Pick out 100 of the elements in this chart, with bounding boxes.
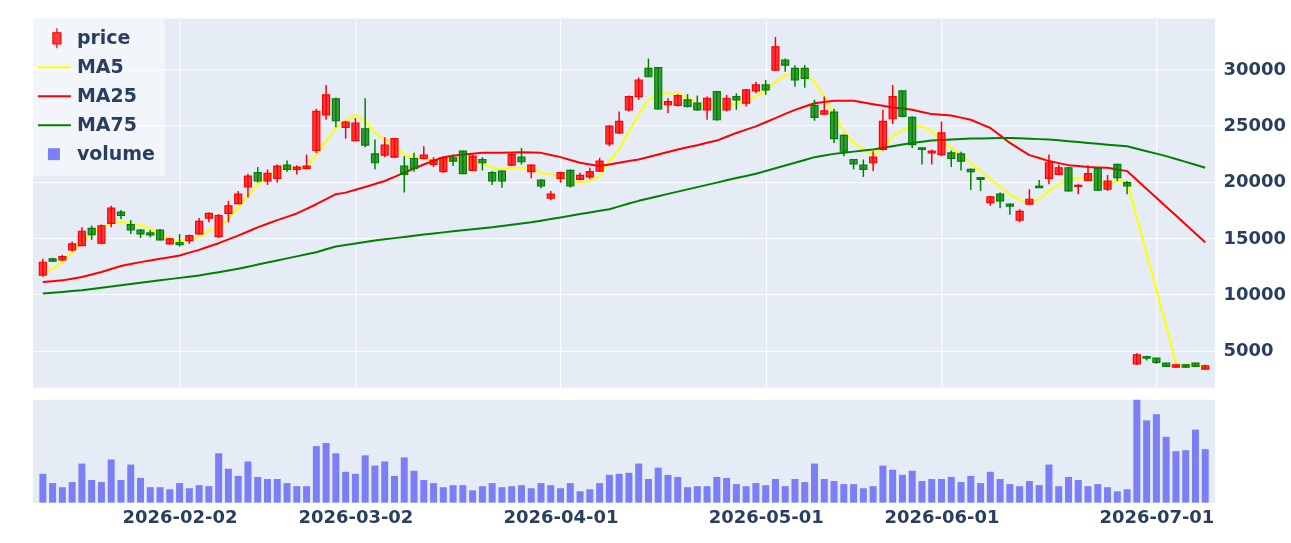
bar (224, 468, 232, 503)
candlestick (458, 149, 467, 175)
candlestick (634, 76, 643, 101)
bar (928, 478, 936, 503)
bar (625, 472, 633, 503)
bar (576, 491, 584, 503)
candlestick (409, 152, 419, 173)
bar (430, 483, 438, 503)
bar (371, 465, 379, 503)
bar (840, 484, 848, 503)
legend-label: MA5 (76, 55, 124, 78)
candlestick (370, 138, 380, 171)
bar (527, 488, 535, 503)
bar (723, 477, 731, 503)
bar (1025, 481, 1033, 503)
bar (361, 455, 369, 503)
bar (1016, 486, 1024, 503)
bar (1035, 485, 1043, 503)
bar (97, 482, 105, 503)
candlestick (790, 64, 800, 88)
bar (596, 483, 604, 503)
bar (1006, 484, 1014, 503)
bar (264, 478, 271, 503)
bar (283, 483, 291, 503)
bar (605, 474, 613, 503)
legend-label: price (76, 26, 131, 49)
bar (644, 478, 652, 503)
y-tick-label: 30000 (1223, 57, 1287, 79)
candlestick (1035, 179, 1044, 189)
bar (1191, 429, 1199, 503)
bar (850, 484, 858, 503)
y-tick-label: 25000 (1223, 113, 1287, 135)
bar (1201, 449, 1209, 503)
bar (39, 473, 47, 503)
bar (898, 474, 906, 503)
candlestick (800, 64, 809, 89)
bar (410, 470, 418, 503)
bar (185, 488, 193, 503)
candlestick (1064, 166, 1073, 193)
bar (293, 486, 301, 503)
bar (176, 483, 184, 503)
bar (830, 481, 838, 503)
bar (58, 487, 66, 503)
candlestick (663, 97, 673, 114)
bar (859, 488, 867, 503)
candlestick (702, 95, 712, 121)
bar (332, 453, 340, 503)
candlestick (361, 97, 370, 148)
bar (557, 488, 565, 503)
bar (703, 486, 711, 503)
candlestick (810, 99, 819, 122)
bar (1055, 486, 1063, 503)
bar (879, 465, 887, 503)
bar (1182, 450, 1190, 503)
bar (908, 470, 916, 503)
bar (205, 486, 213, 503)
candlestick (400, 155, 409, 194)
bar (498, 487, 506, 503)
legend-label: MA25 (76, 84, 137, 107)
bar (586, 489, 594, 503)
bar (107, 459, 115, 503)
candlestick (38, 258, 47, 278)
bar (967, 475, 975, 503)
bar (986, 471, 994, 503)
bar (615, 473, 623, 503)
candlestick (107, 205, 116, 229)
legend-label: volume (76, 142, 155, 165)
bar (547, 485, 555, 503)
bar (1133, 399, 1141, 503)
bar (1064, 476, 1072, 503)
x-tick-label: 2026-02-02 (122, 506, 238, 528)
bar (517, 485, 525, 503)
bar (977, 483, 985, 503)
bar (674, 476, 682, 503)
x-tick-label: 2026-06-01 (884, 506, 1000, 528)
bar (771, 478, 779, 503)
bar (459, 485, 467, 503)
bar (420, 480, 428, 503)
bar (820, 478, 828, 503)
bar (684, 487, 692, 503)
bar (400, 457, 408, 503)
bar (381, 461, 389, 503)
candlestick (331, 96, 340, 129)
candlestick (243, 172, 253, 199)
bar (957, 482, 965, 503)
candlestick (566, 168, 575, 189)
bar (1045, 464, 1053, 503)
candlestick (1044, 153, 1054, 186)
bar (635, 463, 643, 503)
bar (693, 486, 701, 503)
bar (78, 463, 86, 503)
candlestick (869, 150, 878, 172)
bar (996, 478, 1004, 503)
bar (273, 478, 281, 503)
y-tick-label: 5000 (1223, 339, 1274, 361)
legend-label: MA75 (76, 113, 137, 136)
bar (1074, 480, 1082, 503)
bar (312, 446, 320, 503)
x-tick-label: 2026-05-01 (708, 506, 824, 528)
bar (88, 480, 96, 503)
